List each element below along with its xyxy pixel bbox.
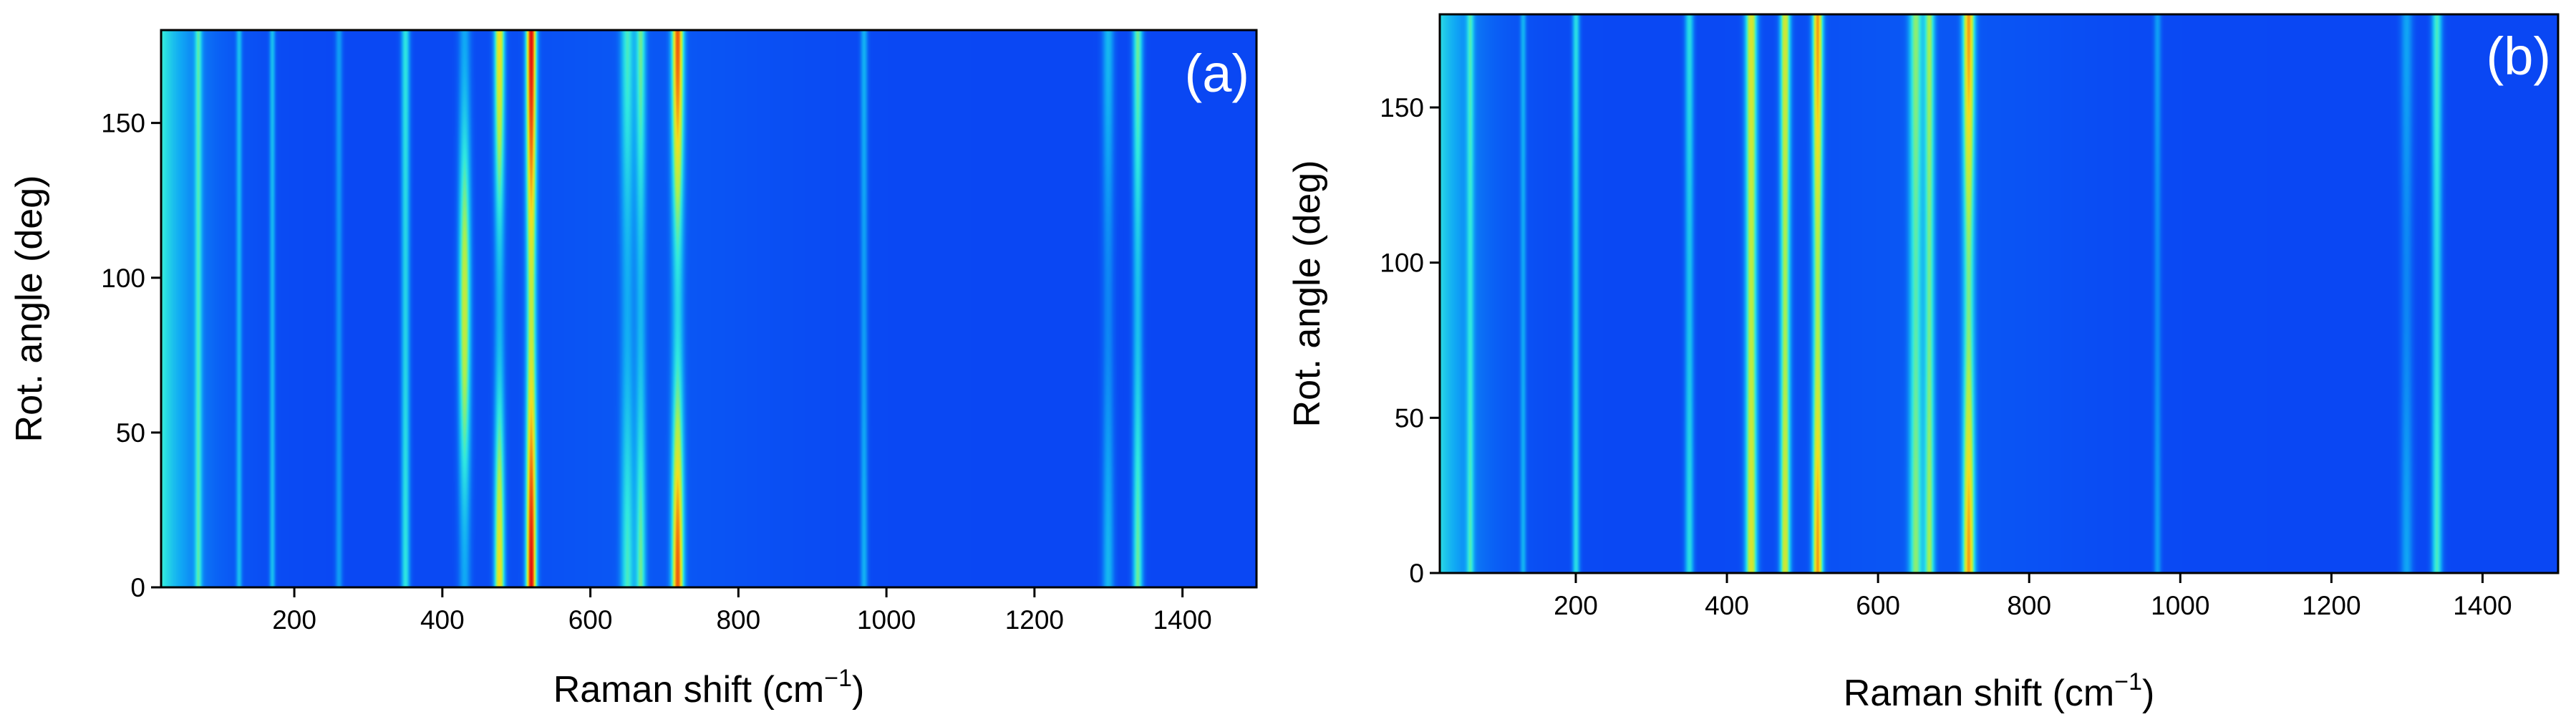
panel-label: (b) <box>2487 27 2551 86</box>
x-ticks: 200 400 600 800 1000 1200 1400 <box>272 587 1212 635</box>
x-tick-label: 200 <box>1554 591 1598 620</box>
x-tick-label: 1400 <box>1153 605 1211 635</box>
axes-a: 200 400 600 800 1000 1200 1400 0 50 100 150 (a) R… <box>9 29 1258 711</box>
x-tick-label: 1000 <box>857 605 916 635</box>
y-tick-label: 150 <box>101 109 145 138</box>
y-tick-label: 100 <box>101 264 145 293</box>
panel-label: (a) <box>1185 44 1249 103</box>
x-axis-title: Raman shift (cm−1) <box>553 665 865 711</box>
x-axis-title: Raman shift (cm−1) <box>1844 668 2155 714</box>
y-tick-label: 100 <box>1380 249 1424 278</box>
heatmap-b <box>1440 14 2558 573</box>
x-tick-label: 200 <box>272 605 316 635</box>
x-ticks: 200 400 600 800 1000 1200 1400 <box>1554 573 2512 620</box>
y-axis-title: Rot. angle (deg) <box>9 175 50 443</box>
plot-frame <box>160 29 1258 589</box>
y-tick-label: 0 <box>130 573 145 602</box>
y-ticks: 0 50 100 150 <box>1380 93 1440 588</box>
axes-b: 200 400 600 800 1000 1200 1400 0 50 100 150 (b) R… <box>1288 13 2560 714</box>
x-tick-label: 1200 <box>2302 591 2360 620</box>
x-tick-label: 800 <box>716 605 760 635</box>
x-tick-label: 400 <box>420 605 465 635</box>
x-tick-label: 1200 <box>1005 605 1064 635</box>
x-tick-label: 1400 <box>2453 591 2512 620</box>
x-tick-label: 800 <box>2007 591 2051 620</box>
y-tick-label: 50 <box>116 418 145 448</box>
y-ticks: 0 50 100 150 <box>101 109 161 602</box>
heatmap-a <box>161 30 1256 587</box>
plot-frame <box>1438 13 2560 574</box>
y-tick-label: 150 <box>1380 93 1424 122</box>
y-tick-label: 0 <box>1409 559 1424 588</box>
x-tick-label: 600 <box>1856 591 1900 620</box>
panel-a: 200 400 600 800 1000 1200 1400 0 50 100 150 (a) R… <box>9 29 1258 711</box>
y-tick-label: 50 <box>1395 403 1424 433</box>
y-axis-title: Rot. angle (deg) <box>1288 160 1328 428</box>
x-tick-label: 600 <box>568 605 613 635</box>
x-tick-label: 400 <box>1705 591 1749 620</box>
panel-b: 200 400 600 800 1000 1200 1400 0 50 100 150 (b) R… <box>1288 0 2576 727</box>
x-tick-label: 1000 <box>2151 591 2209 620</box>
